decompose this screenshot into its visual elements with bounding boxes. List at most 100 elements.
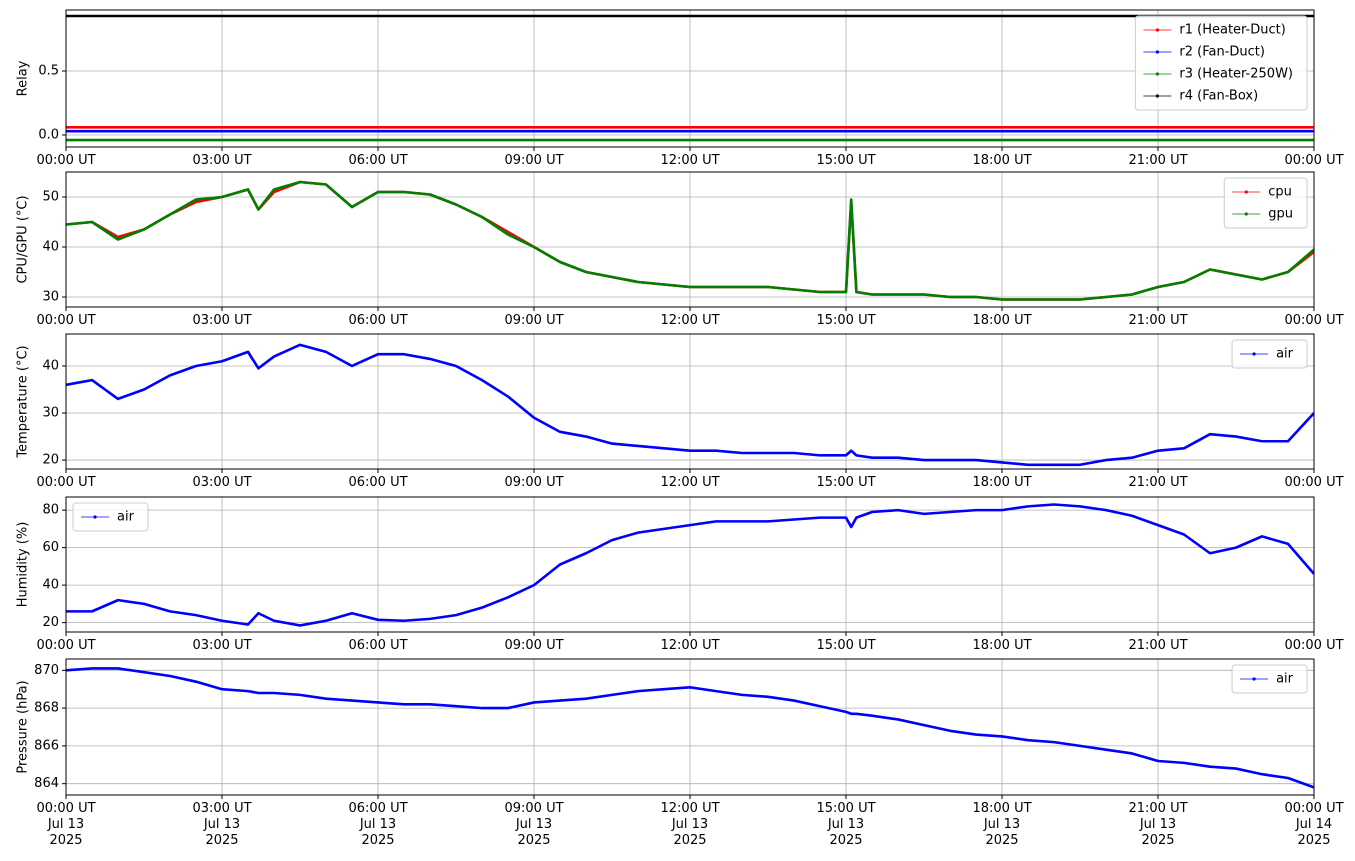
- x-tick-label: 15:00 UT: [816, 475, 876, 490]
- x-tick-label: 06:00 UT: [348, 313, 408, 328]
- y-tick-label: 30: [42, 406, 59, 421]
- x-tick-label: 18:00 UT: [972, 638, 1032, 653]
- x-tick-label: 09:00 UT: [504, 153, 564, 168]
- x-tick-label: 09:00 UT: [504, 638, 564, 653]
- x-tick-label: 12:00 UT: [660, 313, 720, 328]
- legend-label: r3 (Heater-250W): [1179, 67, 1293, 82]
- x-tick-label: 15:00 UT: [816, 313, 876, 328]
- legend-label: r2 (Fan-Duct): [1179, 45, 1265, 60]
- legend-label: r4 (Fan-Box): [1179, 89, 1258, 104]
- x-tick-label: 00:00 UT Jul 13 2025: [36, 801, 96, 848]
- axes-frame: [65, 333, 1315, 470]
- x-tick-label: 03:00 UT: [192, 153, 252, 168]
- y-axis-label: Humidity (%): [16, 522, 31, 608]
- axes-frame: [65, 9, 1315, 148]
- x-tick-label: 12:00 UT: [660, 153, 720, 168]
- y-tick-label: 0.5: [38, 64, 59, 79]
- legend-box: [1223, 177, 1308, 229]
- x-tick-label: 12:00 UT: [660, 475, 720, 490]
- legend-box: [1231, 664, 1308, 694]
- x-tick-label: 06:00 UT Jul 13 2025: [348, 801, 408, 848]
- y-tick-label: 40: [42, 578, 59, 593]
- legend-label: air: [1276, 672, 1294, 687]
- legend: air: [1231, 664, 1308, 694]
- x-tick-label: 00:00 UT: [1284, 313, 1344, 328]
- x-tick-label: 00:00 UT: [1284, 153, 1344, 168]
- series-line: [66, 180, 1314, 301]
- legend-label: gpu: [1268, 207, 1293, 222]
- x-tick-label: 21:00 UT: [1128, 475, 1188, 490]
- legend-marker: [1252, 677, 1256, 681]
- axes-frame: [65, 658, 1315, 796]
- y-tick-label: 866: [34, 738, 59, 753]
- x-tick-label: 06:00 UT: [348, 475, 408, 490]
- x-tick-label: 06:00 UT: [348, 153, 408, 168]
- x-tick-label: 18:00 UT: [972, 475, 1032, 490]
- x-tick-label: 00:00 UT: [36, 475, 96, 490]
- y-tick-label: 868: [34, 701, 59, 716]
- x-tick-label: 12:00 UT: [660, 638, 720, 653]
- x-tick-label: 00:00 UT: [36, 153, 96, 168]
- y-axis-label: Pressure (hPa): [16, 680, 31, 773]
- series-line: [66, 667, 1314, 789]
- x-tick-label: 21:00 UT: [1128, 153, 1188, 168]
- legend-marker: [1252, 352, 1256, 356]
- legend-marker: [1244, 212, 1248, 216]
- y-tick-label: 60: [42, 540, 59, 555]
- legend-label: cpu: [1268, 185, 1292, 200]
- legend-box: [72, 502, 149, 532]
- x-tick-label: 12:00 UT Jul 13 2025: [660, 801, 720, 848]
- y-tick-label: 870: [34, 663, 59, 678]
- legend: air: [72, 502, 149, 532]
- y-tick-label: 20: [42, 615, 59, 630]
- y-tick-label: 0.0: [38, 127, 59, 142]
- series-line: [66, 343, 1314, 467]
- legend-marker: [1155, 72, 1159, 76]
- y-axis-label: Temperature (°C): [16, 345, 31, 458]
- x-tick-label: 00:00 UT: [36, 313, 96, 328]
- x-tick-label: 21:00 UT: [1128, 313, 1188, 328]
- y-tick-label: 40: [42, 358, 59, 373]
- legend: r1 (Heater-Duct) r2 (Fan-Duct) r3 (Heater-…: [1134, 15, 1308, 111]
- x-tick-label: 00:00 UT: [1284, 638, 1344, 653]
- x-tick-label: 15:00 UT Jul 13 2025: [816, 801, 876, 848]
- x-tick-label: 18:00 UT: [972, 313, 1032, 328]
- legend-label: air: [117, 510, 135, 525]
- legend-marker: [93, 515, 97, 519]
- axes-frame: [65, 171, 1315, 308]
- legend-box: [1231, 339, 1308, 369]
- series-line: [66, 503, 1314, 627]
- x-tick-label: 15:00 UT: [816, 638, 876, 653]
- legend-marker: [1155, 94, 1159, 98]
- x-tick-label: 18:00 UT: [972, 153, 1032, 168]
- y-axis-label: Relay: [16, 60, 31, 96]
- x-tick-label: 09:00 UT: [504, 475, 564, 490]
- x-tick-label: 18:00 UT Jul 13 2025: [972, 801, 1032, 848]
- x-tick-label: 03:00 UT Jul 13 2025: [192, 801, 252, 848]
- y-tick-label: 30: [42, 290, 59, 305]
- x-tick-label: 06:00 UT: [348, 638, 408, 653]
- x-tick-label: 03:00 UT: [192, 475, 252, 490]
- legend-marker: [1155, 28, 1159, 32]
- legend-marker: [1155, 50, 1159, 54]
- x-tick-label: 21:00 UT Jul 13 2025: [1128, 801, 1188, 848]
- y-tick-label: 80: [42, 503, 59, 518]
- legend-box: [1134, 15, 1308, 111]
- y-tick-label: 20: [42, 453, 59, 468]
- x-tick-label: 21:00 UT: [1128, 638, 1188, 653]
- legend-marker: [1244, 190, 1248, 194]
- y-tick-label: 864: [34, 776, 59, 791]
- x-tick-label: 03:00 UT: [192, 313, 252, 328]
- legend: cpu gpu: [1223, 177, 1308, 229]
- legend-label: air: [1276, 347, 1294, 362]
- x-tick-label: 00:00 UT: [36, 638, 96, 653]
- x-tick-label: 15:00 UT: [816, 153, 876, 168]
- x-tick-label: 09:00 UT Jul 13 2025: [504, 801, 564, 848]
- x-tick-label: 00:00 UT Jul 14 2025: [1284, 801, 1344, 848]
- x-tick-label: 03:00 UT: [192, 638, 252, 653]
- x-tick-label: 00:00 UT: [1284, 475, 1344, 490]
- y-tick-label: 50: [42, 190, 59, 205]
- legend: air: [1231, 339, 1308, 369]
